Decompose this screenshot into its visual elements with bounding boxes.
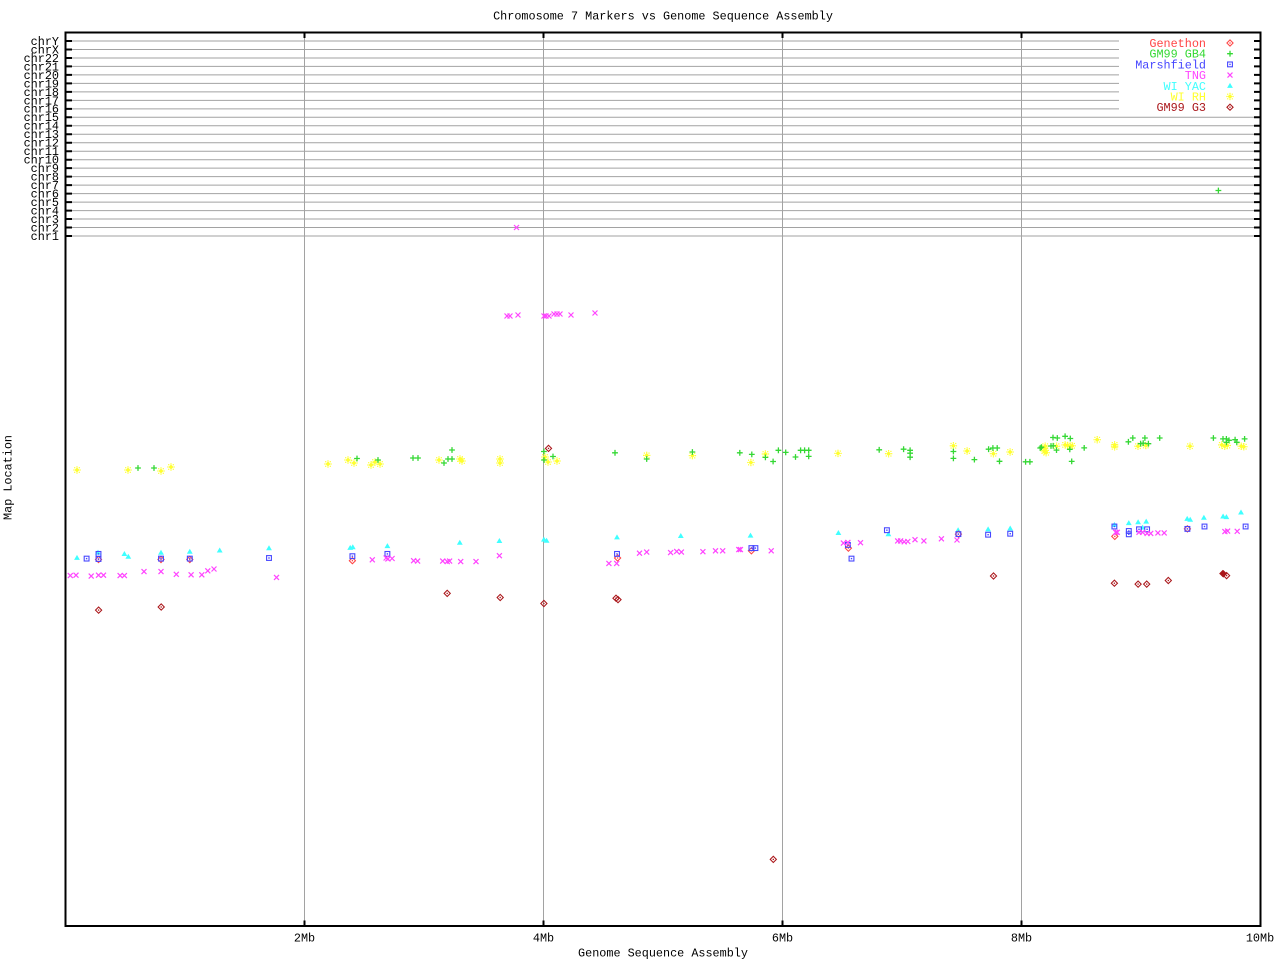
svg-text:TNG: TNG: [1185, 69, 1206, 83]
svg-text:10Mb: 10Mb: [1246, 932, 1274, 946]
svg-text:Genome Sequence Assembly: Genome Sequence Assembly: [578, 947, 748, 960]
svg-text:4Mb: 4Mb: [533, 932, 554, 946]
svg-text:chr7: chr7: [31, 179, 59, 193]
svg-text:chr6: chr6: [31, 188, 59, 202]
svg-text:WI RH: WI RH: [1171, 91, 1206, 105]
svg-text:chr9: chr9: [31, 162, 59, 176]
svg-text:chr2: chr2: [31, 221, 59, 235]
svg-text:chr11: chr11: [24, 145, 59, 159]
svg-text:chrY: chrY: [31, 35, 59, 49]
svg-text:Map Location: Map Location: [2, 435, 16, 520]
svg-text:chr1: chr1: [31, 230, 59, 244]
svg-text:chr5: chr5: [31, 196, 59, 210]
svg-text:2Mb: 2Mb: [294, 932, 315, 946]
svg-text:Marshfield: Marshfield: [1135, 58, 1206, 72]
svg-text:chr14: chr14: [24, 120, 59, 134]
svg-text:chr10: chr10: [24, 154, 59, 168]
svg-text:chr17: chr17: [24, 94, 59, 108]
svg-text:chr22: chr22: [24, 52, 59, 66]
svg-text:6Mb: 6Mb: [772, 932, 793, 946]
svg-text:chrX: chrX: [31, 43, 59, 57]
svg-text:WI YAC: WI YAC: [1164, 80, 1206, 94]
svg-text:chr8: chr8: [31, 171, 59, 185]
svg-text:chr13: chr13: [24, 128, 59, 142]
svg-text:Genethon: Genethon: [1149, 37, 1206, 51]
svg-text:chr15: chr15: [24, 111, 59, 125]
svg-text:GM99 G3: GM99 G3: [1156, 101, 1206, 115]
svg-text:chr12: chr12: [24, 137, 59, 151]
svg-text:chr20: chr20: [24, 69, 59, 83]
svg-text:GM99 GB4: GM99 GB4: [1149, 48, 1206, 62]
svg-text:chr16: chr16: [24, 103, 59, 117]
svg-text:chr4: chr4: [31, 204, 59, 218]
svg-text:chr19: chr19: [24, 77, 59, 91]
svg-text:8Mb: 8Mb: [1011, 932, 1032, 946]
svg-text:Chromosome 7 Markers vs Genome: Chromosome 7 Markers vs Genome Sequence …: [493, 10, 833, 24]
svg-text:chr18: chr18: [24, 86, 59, 100]
svg-text:chr21: chr21: [24, 60, 59, 74]
svg-text:chr3: chr3: [31, 213, 59, 227]
